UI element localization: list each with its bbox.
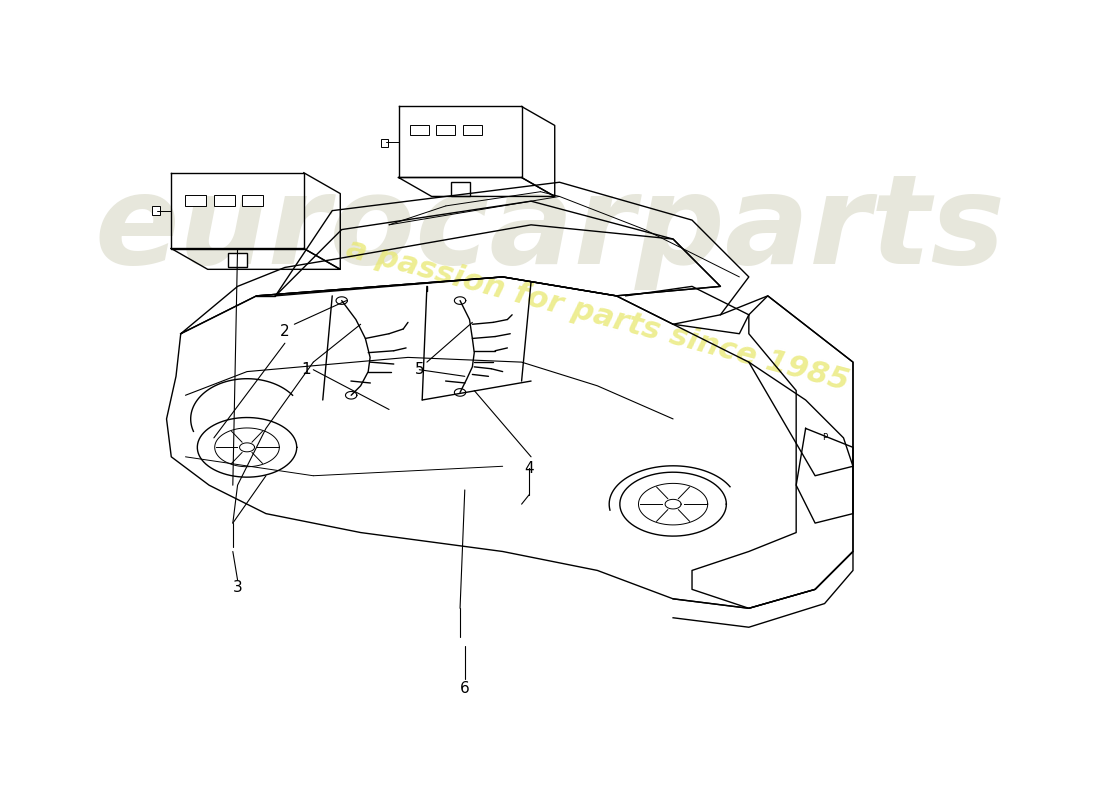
Text: P: P [822, 434, 827, 442]
Text: 2: 2 [280, 324, 289, 339]
Text: 3: 3 [233, 580, 242, 595]
FancyBboxPatch shape [228, 254, 248, 267]
Bar [463, 126, 482, 135]
Text: 4: 4 [525, 461, 533, 476]
Bar [152, 206, 160, 215]
FancyBboxPatch shape [451, 182, 470, 197]
Bar [437, 126, 455, 135]
Bar [213, 194, 234, 206]
Text: 6: 6 [460, 682, 470, 696]
Text: eurocarparts: eurocarparts [95, 169, 1005, 290]
Bar [186, 194, 207, 206]
Text: 1: 1 [301, 362, 310, 378]
Bar [410, 126, 429, 135]
Bar [242, 194, 263, 206]
Text: 5: 5 [415, 362, 425, 378]
Bar [382, 138, 388, 147]
Text: a passion for parts since 1985: a passion for parts since 1985 [343, 234, 851, 396]
